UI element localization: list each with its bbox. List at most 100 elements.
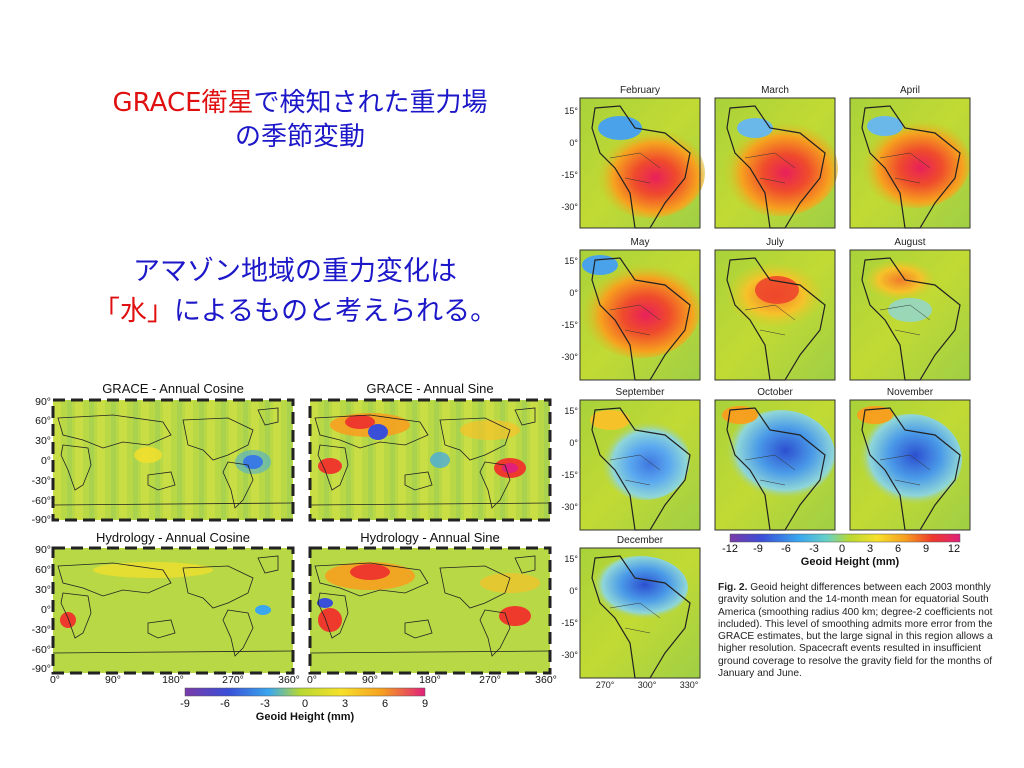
- monthly-cbar-tick: -12: [722, 543, 738, 555]
- world-lat-tick: -60°: [31, 644, 51, 656]
- panel-title-october: October: [757, 387, 793, 398]
- slide-title-line1: GRACE衛星で検知された重力場: [60, 86, 540, 120]
- world-lat-tick: -30°: [31, 475, 51, 487]
- panel-title-december: December: [616, 535, 664, 546]
- slide-title: GRACE衛星で検知された重力場 の季節変動: [60, 86, 540, 154]
- lat-tick: 15°: [564, 106, 578, 116]
- lat-tick: -30°: [561, 502, 578, 512]
- lat-tick: 15°: [564, 406, 578, 416]
- monthly-figure-svg: [579, 97, 971, 679]
- world-lat-tick: 0°: [40, 604, 51, 616]
- world-lat-tick: 90°: [35, 396, 51, 408]
- monthly-cbar-tick: 9: [922, 543, 930, 555]
- world-lon-tick: 270°: [222, 674, 244, 686]
- figure-caption: Fig. 2. Geoid height differences between…: [718, 582, 1014, 680]
- world-figure: GRACE - Annual Cosine GRACE - Annual Sin…: [25, 378, 557, 758]
- slide-title-line2: の季節変動: [234, 122, 365, 152]
- panel-february: [579, 97, 705, 229]
- world-lat-tick: -90°: [31, 663, 51, 675]
- world-lat-tick: 60°: [35, 564, 51, 576]
- world-lon-tick: 0°: [49, 674, 61, 686]
- panel-title-february: February: [619, 85, 660, 96]
- world-lat-tick: -30°: [31, 624, 51, 636]
- lat-tick: -15°: [561, 470, 578, 480]
- subtitle-line1: アマゾン地域の重力変化は: [133, 256, 457, 287]
- slide-subtitle: アマゾン地域の重力変化は 「水」によるものと考えられる。: [40, 252, 550, 332]
- panel-october: [714, 399, 836, 531]
- world-lon-tick: 360°: [278, 674, 300, 686]
- world-colorbar-label: Geoid Height (mm): [255, 711, 355, 723]
- panel-july: [714, 249, 836, 381]
- panel-march: [714, 97, 838, 229]
- monthly-colorbar: [729, 533, 961, 543]
- world-lon-tick: 90°: [362, 674, 378, 686]
- lon-tick: 270°: [595, 680, 615, 690]
- panel-may: [579, 249, 701, 381]
- lat-tick: 0°: [569, 288, 578, 298]
- monthly-cbar-tick: -6: [781, 543, 791, 555]
- world-lat-tick: 30°: [35, 584, 51, 596]
- world-lon-tick: 270°: [479, 674, 501, 686]
- world-title-grace-sine: GRACE - Annual Sine: [366, 381, 494, 396]
- monthly-cbar-tick: 3: [866, 543, 874, 555]
- title-grace-satellite: GRACE衛星: [112, 88, 254, 118]
- monthly-cbar-tick: 0: [838, 543, 846, 555]
- world-cbar-tick: 9: [421, 698, 429, 710]
- world-lon-tick: 180°: [419, 674, 441, 686]
- lat-tick: -15°: [561, 618, 578, 628]
- world-cbar-tick: 0: [301, 698, 309, 710]
- world-lon-tick: 90°: [105, 674, 121, 686]
- world-cbar-tick: -6: [220, 698, 230, 710]
- panel-title-august: August: [894, 237, 926, 248]
- title-detected-gravity: で検知された重力場: [253, 88, 488, 118]
- monthly-cbar-tick: -3: [809, 543, 819, 555]
- world-lat-tick: -60°: [31, 495, 51, 507]
- world-figure-svg: [51, 398, 552, 697]
- world-panel-hydro-cosine: [51, 546, 295, 675]
- panel-title-april: April: [899, 85, 920, 96]
- lat-tick: -30°: [561, 352, 578, 362]
- lon-tick: 300°: [637, 680, 657, 690]
- panel-september: [579, 399, 701, 531]
- world-lat-tick: 0°: [40, 455, 51, 467]
- lat-tick: -30°: [561, 202, 578, 212]
- monthly-cbar-tick: 12: [947, 543, 961, 555]
- lon-tick: 330°: [679, 680, 699, 690]
- monthly-colorbar-label: Geoid Height (mm): [800, 556, 900, 568]
- world-panel-grace-cosine: [51, 398, 295, 522]
- monthly-cbar-tick: 6: [894, 543, 902, 555]
- panel-title-november: November: [886, 387, 934, 398]
- panel-november: [849, 399, 971, 531]
- panel-title-may: May: [630, 237, 650, 248]
- lat-tick: -30°: [561, 650, 578, 660]
- subtitle-line2: 「水」によるものと考えられる。: [40, 292, 550, 332]
- world-lat-tick: 90°: [35, 544, 51, 556]
- world-cbar-tick: 3: [341, 698, 349, 710]
- world-lon-tick: 360°: [535, 674, 557, 686]
- world-lat-tick: 30°: [35, 435, 51, 447]
- world-colorbar: [184, 687, 426, 697]
- lat-tick: 15°: [564, 256, 578, 266]
- lat-tick: 15°: [564, 554, 578, 564]
- subtitle-water: 「水」: [92, 296, 174, 327]
- panel-title-march: March: [761, 85, 789, 96]
- world-panel-hydro-sine: [308, 546, 552, 675]
- world-title-grace-cosine: GRACE - Annual Cosine: [102, 381, 244, 396]
- panel-december: [579, 547, 701, 679]
- world-panel-grace-sine: [308, 398, 552, 522]
- caption-label: Fig. 2.: [718, 582, 748, 593]
- lat-tick: 0°: [569, 138, 578, 148]
- lat-tick: -15°: [561, 320, 578, 330]
- world-lat-tick: -90°: [31, 514, 51, 526]
- world-lon-tick: 0°: [306, 674, 318, 686]
- caption-text: Geoid height differences between each 20…: [718, 582, 993, 680]
- panel-title-july: July: [766, 237, 784, 248]
- world-cbar-tick: 6: [381, 698, 389, 710]
- world-lon-tick: 180°: [162, 674, 184, 686]
- panel-april: [849, 97, 971, 229]
- world-title-hydro-cosine: Hydrology - Annual Cosine: [96, 530, 250, 545]
- world-lat-tick: 60°: [35, 415, 51, 427]
- subtitle-line2-rest: によるものと考えられる。: [173, 296, 498, 327]
- lat-tick: 0°: [569, 438, 578, 448]
- lat-tick: -15°: [561, 170, 578, 180]
